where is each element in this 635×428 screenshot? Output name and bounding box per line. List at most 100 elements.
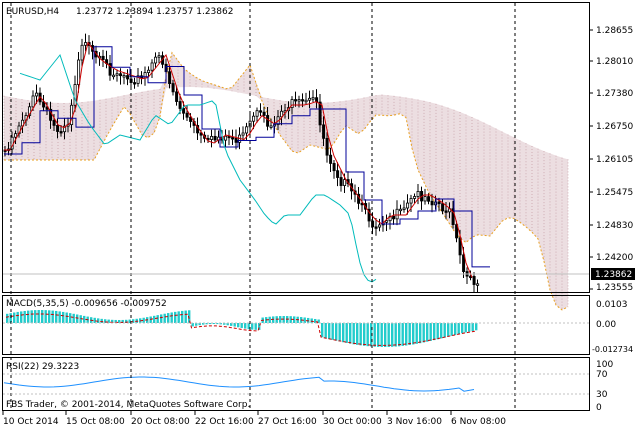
price-panel-frame (2, 2, 590, 293)
macd-bar (440, 323, 443, 339)
macd-bar (13, 312, 16, 323)
price-tick-label: 1.25475 (596, 188, 633, 198)
macd-bar (237, 323, 240, 328)
macd-panel-frame (2, 295, 590, 355)
candle-body (224, 135, 228, 141)
time-axis: 10 Oct 2014 15 Oct 08:00 20 Oct 08:00 22… (2, 411, 506, 427)
candle-body (437, 201, 441, 205)
macd-bar (142, 317, 145, 323)
macd-bar (177, 311, 180, 323)
candle-body (182, 108, 186, 114)
macd-bar (244, 323, 247, 329)
macd-bar (342, 323, 345, 343)
time-tick-label: 10 Oct 2014 (3, 417, 59, 427)
candle-body (178, 101, 182, 109)
macd-bar (331, 323, 334, 340)
candle-body (63, 125, 67, 133)
macd-bar (163, 313, 166, 323)
macd-bar (412, 323, 415, 345)
time-tick-label: 30 Oct 00:00 (323, 417, 382, 427)
macd-bar (205, 323, 208, 325)
macd-bar (349, 323, 352, 344)
candle-body (14, 133, 18, 138)
candle-body (80, 44, 84, 61)
candle-body (374, 226, 378, 229)
macd-label: MACD(5,35,5) -0.009656 -0.009752 (6, 299, 167, 309)
candle-body (73, 84, 77, 106)
macd-bar (27, 310, 30, 323)
candle-body (189, 116, 193, 122)
rsi-tick-label: 0 (596, 403, 602, 413)
macd-bar (373, 323, 376, 347)
macd-bar (251, 323, 254, 330)
candle-body (378, 224, 382, 228)
candle-body (318, 101, 322, 126)
senkou-span-a-line (4, 51, 569, 311)
price-tick-label: 1.28010 (596, 57, 633, 67)
candle-body (84, 42, 88, 46)
macd-bar (398, 323, 401, 347)
macd-bar (41, 310, 44, 323)
macd-bar (461, 323, 464, 334)
candle-body (31, 95, 35, 108)
macd-bar (380, 323, 383, 347)
current-price-marker (591, 268, 635, 280)
macd-bar (328, 323, 331, 339)
candle-body (56, 124, 60, 132)
candle-body (231, 137, 235, 140)
macd-bar (475, 323, 478, 331)
candle-body (112, 74, 116, 78)
candle-body (262, 111, 266, 116)
macd-bar (303, 317, 306, 323)
candlestick-series (3, 33, 480, 293)
macd-bar (356, 323, 359, 345)
macd-bar (170, 312, 173, 323)
rsi-tick-label: 70 (596, 370, 608, 380)
macd-bar (76, 314, 79, 323)
macd-bar (429, 323, 432, 341)
candle-body (185, 112, 189, 118)
macd-bar (443, 323, 446, 338)
candle-body (406, 202, 410, 209)
macd-bar (37, 310, 40, 323)
macd-bar (195, 323, 198, 326)
candle-body (472, 276, 476, 285)
candle-body (52, 119, 56, 126)
candle-body (308, 97, 312, 101)
chikou-span-line (19, 53, 377, 283)
current-price-label: 1.23862 (595, 270, 632, 280)
price-tick-label: 1.28655 (596, 26, 633, 36)
rsi-label: RSI(22) 29.3223 (6, 362, 79, 372)
candle-body (441, 203, 445, 212)
candle-body (416, 191, 420, 197)
macd-bar (321, 323, 324, 338)
macd-bar (254, 323, 257, 330)
macd-bar (464, 323, 467, 333)
macd-bar (352, 323, 355, 345)
senkou-a-path (4, 51, 569, 311)
macd-bar (391, 323, 394, 347)
ohlc-values: 1.23772 1.23894 1.23757 1.23862 (76, 7, 233, 17)
candle-body (304, 99, 308, 103)
macd-bar (128, 319, 131, 323)
macd-bar (226, 323, 229, 326)
rsi-path (3, 376, 475, 392)
macd-bar (23, 310, 26, 323)
candle-body (339, 177, 343, 186)
time-tick-label: 27 Oct 16:00 (258, 417, 317, 427)
macd-bar (338, 323, 341, 342)
macd-bar (83, 315, 86, 323)
price-tick-label: 1.27380 (596, 89, 633, 99)
macd-bar (289, 316, 292, 323)
time-tick-label: 6 Nov 08:00 (451, 417, 506, 427)
vertical-grid-lines (10, 3, 516, 410)
macd-bar (93, 317, 96, 323)
candle-body (49, 108, 53, 121)
candle-body (367, 208, 371, 222)
macd-bar (240, 323, 243, 328)
macd-bar (230, 323, 233, 326)
price-tick-label: 1.26105 (596, 155, 633, 165)
macd-bar (100, 318, 103, 323)
